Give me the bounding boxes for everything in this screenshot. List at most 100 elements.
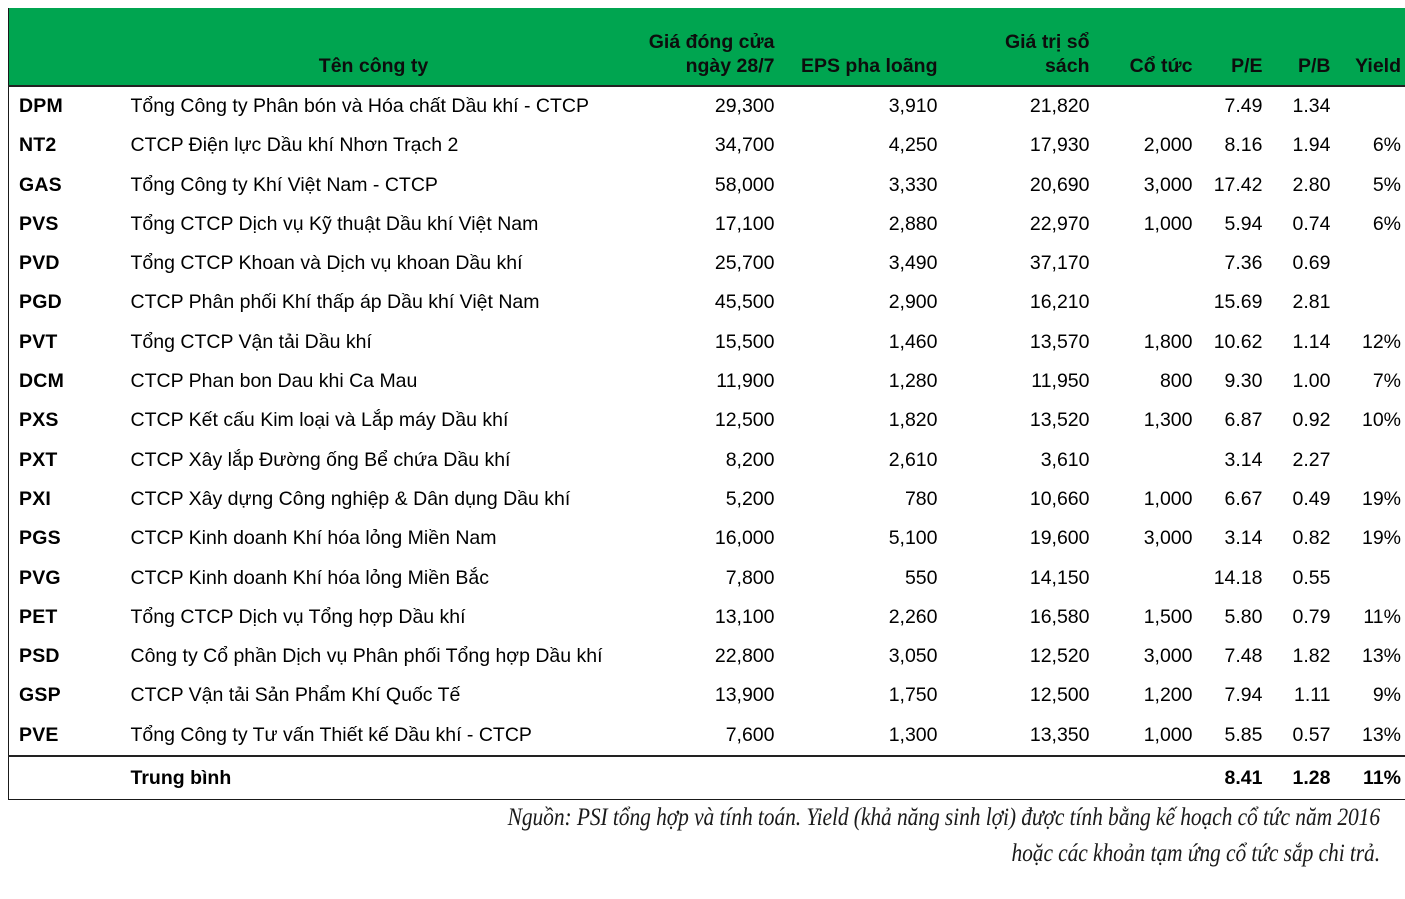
row-pb: 0.55 bbox=[1292, 566, 1331, 589]
row-closing-price: 34,700 bbox=[714, 134, 775, 157]
row-pb: 0.57 bbox=[1292, 723, 1331, 746]
row-book-value: 16,580 bbox=[1029, 605, 1090, 628]
table-row: PVS Tổng CTCP Dịch vụ Kỹ thuật Dầu khí Vi… bbox=[9, 205, 1405, 244]
average-row: Trung bình 8.41 1.28 11% bbox=[8, 755, 1405, 800]
column-header-yield: Yield bbox=[1340, 8, 1405, 87]
column-header-closing-price: Giá đóng cửa ngày 28/7 bbox=[636, 8, 785, 87]
row-book-value: 19,600 bbox=[1029, 527, 1090, 550]
row-pb: 2.80 bbox=[1292, 173, 1331, 196]
row-yield: 11% bbox=[1340, 755, 1405, 800]
row-pb: 0.82 bbox=[1292, 527, 1331, 550]
row-company-name: CTCP Xây lắp Đường ống Bể chứa Dầu khí bbox=[130, 448, 511, 471]
row-ticker: PVS bbox=[19, 212, 59, 235]
table-row: PVG CTCP Kinh doanh Khí hóa lỏng Miền Bắc… bbox=[9, 559, 1405, 598]
row-pe: 10.62 bbox=[1213, 330, 1263, 353]
row-yield bbox=[1341, 283, 1405, 322]
source-footnote-line1: Nguồn: PSI tổng hợp và tính toán. Yield … bbox=[507, 804, 1381, 831]
row-pb: 0.92 bbox=[1292, 409, 1331, 432]
financial-table-container: Tên công ty Giá đóng cửa ngày 28/7 EPS p… bbox=[8, 8, 1405, 801]
column-header-book-value: Giá trị sổ sách bbox=[947, 8, 1100, 87]
row-pe: 7.36 bbox=[1224, 252, 1263, 275]
row-pb: 1.28 bbox=[1272, 755, 1341, 800]
row-eps: 3,910 bbox=[888, 95, 938, 117]
row-eps: 3,050 bbox=[888, 645, 938, 668]
row-ticker: DPM bbox=[19, 95, 63, 117]
row-pe: 7.49 bbox=[1224, 95, 1263, 117]
row-closing-price: 7,800 bbox=[725, 566, 775, 589]
column-header-eps: EPS pha loãng bbox=[784, 8, 948, 87]
row-book-value bbox=[947, 755, 1100, 800]
row-company-name: Trung bình bbox=[120, 755, 637, 800]
row-company-name: CTCP Kinh doanh Khí hóa lỏng Miền Nam bbox=[130, 527, 497, 550]
row-pe: 15.69 bbox=[1213, 291, 1263, 314]
row-closing-price bbox=[636, 755, 785, 800]
row-ticker: DCM bbox=[19, 370, 65, 393]
row-dividend bbox=[1100, 86, 1203, 126]
row-pb: 0.79 bbox=[1292, 605, 1331, 628]
row-book-value: 3,610 bbox=[1040, 448, 1090, 471]
row-dividend: 3,000 bbox=[1143, 645, 1193, 668]
row-yield: 13% bbox=[1361, 645, 1401, 668]
row-closing-price: 15,500 bbox=[714, 330, 775, 353]
row-book-value: 12,500 bbox=[1029, 684, 1090, 707]
source-footnote-line2: hoặc các khoản tạm ứng cổ tức sắp chi tr… bbox=[1011, 839, 1380, 867]
row-book-value: 20,690 bbox=[1029, 173, 1090, 196]
table-row: PVT Tổng CTCP Vận tải Dầu khí 15,500 1,460 1… bbox=[9, 323, 1405, 362]
row-closing-price: 7,600 bbox=[725, 723, 775, 746]
row-pe: 3.14 bbox=[1224, 527, 1263, 550]
table-row: PXS CTCP Kết cấu Kim loại và Lắp máy Dầu … bbox=[9, 401, 1405, 440]
source-footnote: Nguồn: PSI tổng hợp và tính toán. Yield … bbox=[348, 800, 1381, 871]
table-row: GSP CTCP Vận tải Sản Phẩm Khí Quốc Tế 13,9… bbox=[9, 676, 1405, 715]
row-ticker: PGD bbox=[19, 291, 62, 314]
column-header-pb: P/B bbox=[1272, 8, 1341, 87]
row-pb: 1.14 bbox=[1292, 330, 1331, 353]
stock-comparison-table: Tên công ty Giá đóng cửa ngày 28/7 EPS p… bbox=[8, 8, 1405, 801]
row-eps: 2,880 bbox=[888, 212, 938, 235]
row-closing-price: 13,900 bbox=[714, 684, 775, 707]
row-eps: 2,610 bbox=[888, 448, 938, 471]
row-company-name: Tổng CTCP Dịch vụ Tổng hợp Dầu khí bbox=[130, 605, 466, 628]
row-closing-price: 16,000 bbox=[714, 527, 775, 550]
table-header: Tên công ty Giá đóng cửa ngày 28/7 EPS p… bbox=[8, 8, 1405, 87]
row-yield: 13% bbox=[1361, 723, 1401, 746]
row-eps: 1,300 bbox=[888, 723, 938, 746]
row-dividend bbox=[1099, 755, 1203, 800]
row-pe: 17.42 bbox=[1213, 173, 1263, 196]
table-row: DCM CTCP Phan bon Dau khi Ca Mau 11,900 1,2… bbox=[9, 362, 1405, 401]
row-yield: 11% bbox=[1363, 605, 1401, 628]
row-eps: 1,820 bbox=[888, 409, 938, 432]
row-ticker: PVT bbox=[19, 330, 58, 353]
closing-price-label-line2: ngày 28/7 bbox=[685, 54, 775, 77]
row-dividend: 1,200 bbox=[1143, 684, 1193, 707]
row-ticker bbox=[8, 755, 121, 800]
row-ticker: PET bbox=[19, 605, 58, 628]
row-ticker: PVE bbox=[19, 723, 59, 746]
row-yield: 6% bbox=[1372, 212, 1401, 235]
row-company-name: Tổng Công ty Khí Việt Nam - CTCP bbox=[130, 173, 438, 196]
row-pe: 6.67 bbox=[1224, 487, 1263, 510]
row-eps: 3,490 bbox=[888, 252, 938, 275]
row-company-name: CTCP Kinh doanh Khí hóa lỏng Miền Bắc bbox=[130, 566, 489, 589]
row-company-name: CTCP Vận tải Sản Phẩm Khí Quốc Tế bbox=[130, 684, 461, 707]
row-eps bbox=[784, 755, 948, 800]
row-ticker: PXS bbox=[19, 409, 59, 432]
row-yield bbox=[1341, 559, 1405, 598]
table-row: PGD CTCP Phân phối Khí thấp áp Dầu khí Vi… bbox=[9, 283, 1405, 322]
table-row: PGS CTCP Kinh doanh Khí hóa lỏng Miền Nam… bbox=[9, 519, 1405, 558]
column-header-dividend: Cổ tức bbox=[1099, 8, 1203, 87]
table-row: GAS Tổng Công ty Khí Việt Nam - CTCP 58,00… bbox=[9, 166, 1405, 205]
row-eps: 780 bbox=[904, 487, 938, 510]
table-row: PXI CTCP Xây dựng Công nghiệp & Dân dụng … bbox=[9, 480, 1405, 519]
row-pe: 5.80 bbox=[1224, 605, 1263, 628]
row-yield: 5% bbox=[1372, 173, 1401, 196]
row-yield: 9% bbox=[1372, 684, 1401, 707]
row-ticker: PGS bbox=[19, 527, 61, 550]
row-dividend: 3,000 bbox=[1143, 527, 1193, 550]
row-eps: 3,330 bbox=[888, 173, 938, 196]
row-company-name: CTCP Kết cấu Kim loại và Lắp máy Dầu khí bbox=[130, 409, 509, 432]
row-book-value: 17,930 bbox=[1029, 134, 1090, 157]
table-row: PSD Công ty Cổ phần Dịch vụ Phân phối Tổn… bbox=[9, 637, 1405, 676]
row-eps: 2,260 bbox=[888, 605, 938, 628]
row-company-name: Tổng CTCP Vận tải Dầu khí bbox=[130, 330, 372, 353]
row-pe: 8.41 bbox=[1202, 755, 1273, 800]
